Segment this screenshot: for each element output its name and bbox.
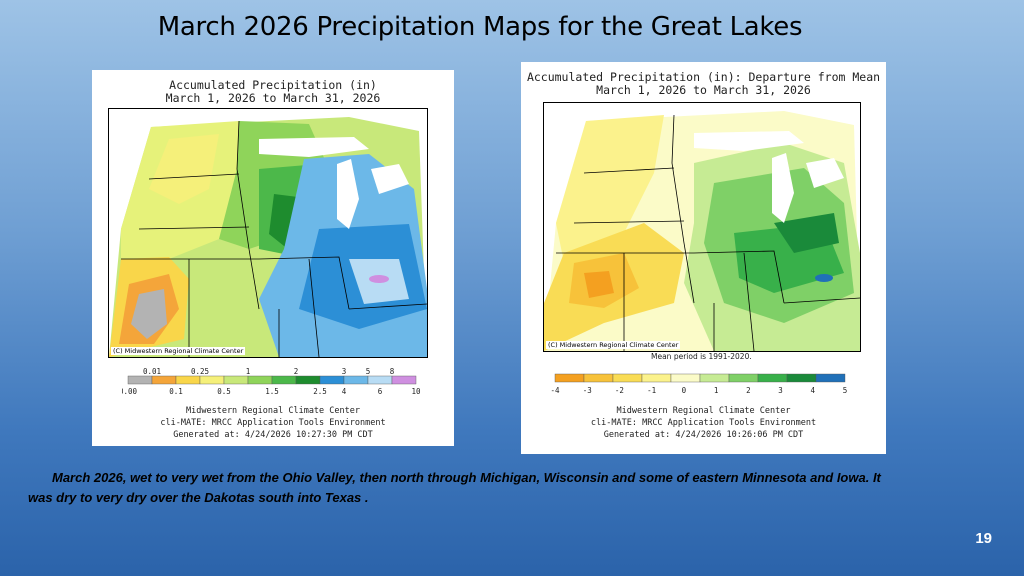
legend-bottom-label: 0.00 [122,387,138,396]
map-title-line1: Accumulated Precipitation (in) [169,78,377,92]
legend-swatch [127,375,153,385]
legend-swatch [583,373,614,383]
legend-swatch [554,373,585,383]
legend-label: -2 [615,386,624,395]
legend-swatch [223,375,249,385]
map-title-line2: March 1, 2026 to March 31, 2026 [165,91,381,105]
legend-top-label: 0.01 [143,367,161,376]
legend-swatch [728,373,759,383]
legend-bottom-label: 0.5 [217,387,231,396]
legend-bottom-label: 6 [378,387,383,396]
legend-swatch [367,375,393,385]
legend-label: 5 [843,386,848,395]
legend-swatch [815,373,846,383]
legend-label: -4 [550,386,560,395]
footer-generated: Generated at: 4/24/2026 10:27:30 PM CDT [173,430,373,440]
legend-swatch [175,375,201,385]
legend-swatch [319,375,345,385]
legend-label: 0 [682,386,687,395]
footer-tool: cli-MATE: MRCC Application Tools Environ… [160,418,386,428]
legend-swatch [295,375,321,385]
legend-label: 3 [778,386,783,395]
map-credit: (C) Midwestern Regional Climate Center [546,341,681,349]
legend-top-label: 8 [390,367,395,376]
legend-swatch [699,373,730,383]
footer-org: Midwestern Regional Climate Center [186,406,360,416]
map-title-line2: March 1, 2026 to March 31, 2026 [596,83,811,97]
legend-label: 1 [714,386,719,395]
precipitation-map-image: (C) Midwestern Regional Climate Center [108,108,428,358]
legend-bottom-label: 10 [411,387,421,396]
legend-bottom-label: 4 [342,387,347,396]
legend-label: 2 [746,386,751,395]
legend-swatch [247,375,273,385]
legend-swatch [343,375,369,385]
mean-period-note: Mean period is 1991-2020. [651,352,752,361]
legend-swatch [151,375,177,385]
legend-top-label: 2 [294,367,299,376]
precipitation-legend: 0.01 0.25 1 2 3 5 8 0.00 0.1 0.5 1.5 2.5 4 6 10 [122,366,422,396]
legend-swatch [670,373,701,383]
legend-top-label: 3 [342,367,347,376]
map-credit: (C) Midwestern Regional Climate Center [111,347,246,355]
footer-generated: Generated at: 4/24/2026 10:26:06 PM CDT [603,430,804,440]
footer-org: Midwestern Regional Climate Center [616,406,791,416]
legend-swatch [757,373,788,383]
departure-from-mean-map: Accumulated Precipitation (in): Departur… [521,62,886,454]
legend-swatch [391,375,417,385]
departure-map-image: (C) Midwestern Regional Climate Center [543,102,861,352]
legend-top-label: 5 [366,367,371,376]
map-title-line1: Accumulated Precipitation (in): Departur… [526,70,881,84]
departure-legend: -4 -3 -2 -1 0 1 2 3 4 5 [549,368,859,398]
legend-label: 4 [811,386,816,395]
accumulated-precipitation-map: Accumulated Precipitation (in) March 1, … [92,70,454,446]
page-number: 19 [975,530,992,547]
legend-swatch [612,373,643,383]
legend-swatch [271,375,297,385]
legend-top-label: 0.25 [191,367,209,376]
slide-caption: March 2026, wet to very wet from the Ohi… [28,470,881,505]
legend-top-label: 1 [246,367,251,376]
legend-swatch [199,375,225,385]
footer-tool: cli-MATE: MRCC Application Tools Environ… [590,418,817,428]
legend-swatch [786,373,817,383]
legend-label: -3 [583,386,592,395]
legend-bottom-label: 2.5 [313,387,327,396]
legend-bottom-label: 1.5 [265,387,279,396]
slide-title: March 2026 Precipitation Maps for the Gr… [157,12,803,42]
legend-label: -1 [647,386,656,395]
legend-swatch [641,373,672,383]
legend-bottom-label: 0.1 [169,387,183,396]
